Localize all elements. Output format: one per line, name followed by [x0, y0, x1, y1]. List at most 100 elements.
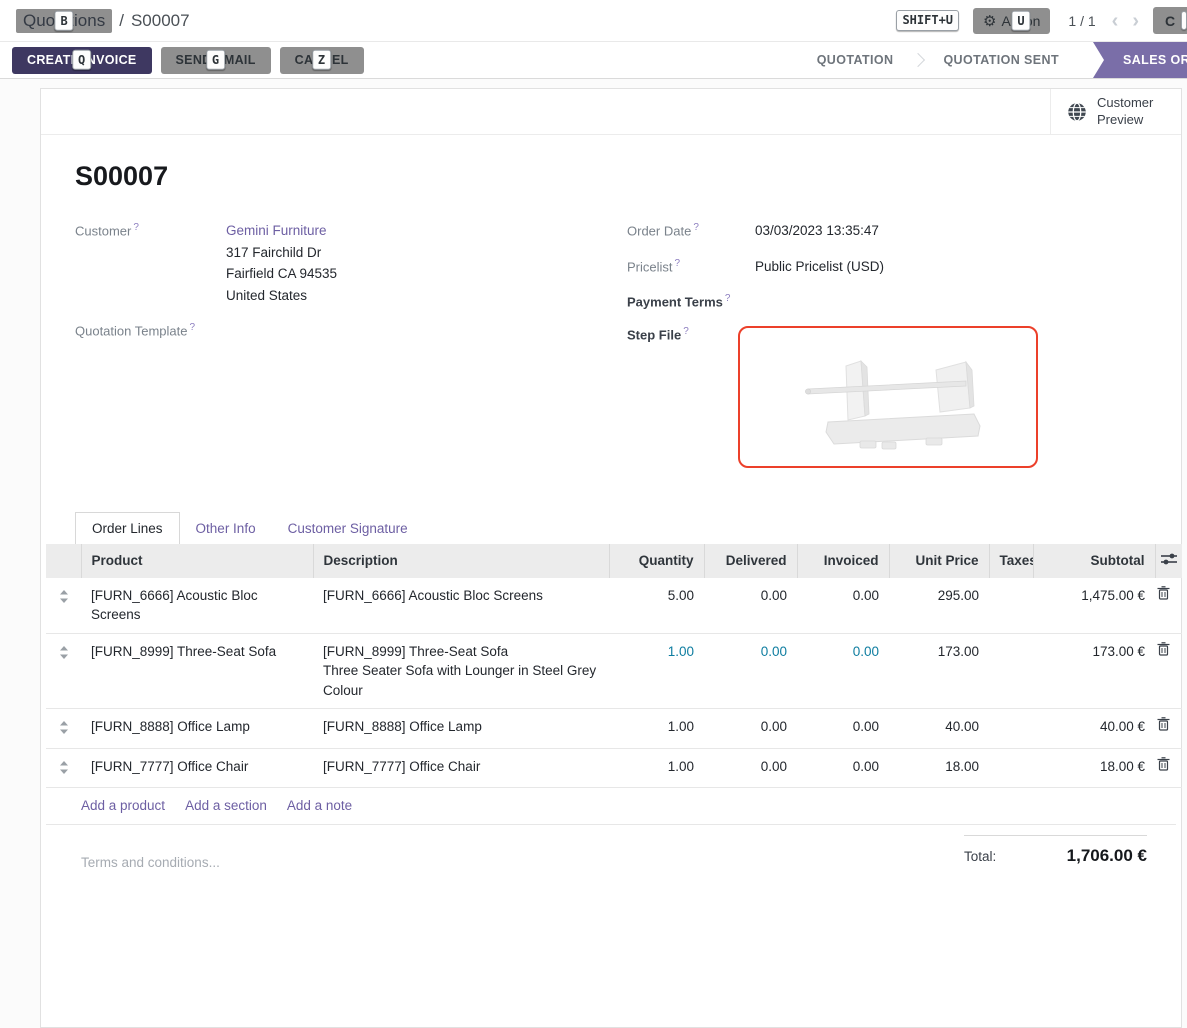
- quotation-template-label: Quotation Template?: [75, 322, 196, 339]
- field-payment-terms: Payment Terms?: [627, 291, 1147, 309]
- gear-icon: ⚙: [983, 12, 997, 30]
- cad-part-preview-icon: [805, 359, 981, 449]
- pricelist-label: Pricelist?: [627, 257, 681, 274]
- cell-invoiced[interactable]: 0.00: [797, 708, 889, 749]
- notebook-tabs: Order Lines Other Info Customer Signatur…: [75, 511, 1147, 544]
- notebook: Order Lines Other Info Customer Signatur…: [46, 511, 1182, 870]
- payment-terms-label: Payment Terms?: [627, 293, 731, 310]
- pricelist-value[interactable]: Public Pricelist (USD): [755, 258, 885, 274]
- cell-invoiced[interactable]: 0.00: [797, 633, 889, 710]
- breadcrumb-quotations[interactable]: Quotations B: [16, 8, 113, 33]
- delete-row-button[interactable]: [1155, 708, 1182, 749]
- cell-product[interactable]: [FURN_8888] Office Lamp: [81, 708, 313, 749]
- pager-prev-icon[interactable]: ‹: [1111, 9, 1119, 32]
- sliders-icon: [1160, 553, 1177, 565]
- pager-next-icon[interactable]: ›: [1132, 9, 1139, 32]
- customer-address-line: Fairfield CA 94535: [226, 266, 338, 282]
- hint-key-shift-u: SHIFT+U: [896, 10, 960, 31]
- customer-preview-label: Customer Preview: [1097, 94, 1154, 127]
- customer-address-line: United States: [226, 287, 308, 303]
- table-row: [FURN_6666] Acoustic Bloc Screens [FURN_…: [46, 577, 1182, 634]
- cell-invoiced[interactable]: 0.00: [797, 748, 889, 789]
- cell-unit-price[interactable]: 18.00: [889, 748, 989, 789]
- col-invoiced: Invoiced: [797, 543, 890, 578]
- order-date-value[interactable]: 03/03/2023 13:35:47: [755, 223, 879, 238]
- cell-taxes[interactable]: [989, 748, 1033, 789]
- cell-quantity[interactable]: 1.00: [609, 708, 704, 749]
- cell-description[interactable]: [FURN_6666] Acoustic Bloc Screens: [313, 577, 609, 634]
- col-delivered: Delivered: [704, 543, 798, 578]
- trash-icon: [1157, 717, 1170, 731]
- breadcrumb-separator: /: [119, 10, 124, 30]
- cell-description[interactable]: [FURN_8999] Three-Seat Sofa Three Seater …: [313, 633, 609, 710]
- status-step-quotation[interactable]: QUOTATION: [792, 42, 918, 78]
- drag-handle-icon[interactable]: [46, 633, 81, 710]
- customer-link[interactable]: Gemini Furniture: [226, 223, 327, 238]
- cell-taxes[interactable]: [989, 633, 1033, 710]
- help-icon: ?: [693, 222, 699, 233]
- action-buttons: CREATE INVOICE Q SEND EMAIL G CANCEL Z: [12, 46, 364, 74]
- trash-icon: [1157, 641, 1170, 656]
- cut-off-button[interactable]: C: [1153, 7, 1187, 34]
- total-value: 1,706.00 €: [1066, 846, 1147, 866]
- cell-quantity[interactable]: 1.00: [609, 748, 704, 789]
- tab-order-lines[interactable]: Order Lines: [75, 511, 180, 544]
- delete-row-button[interactable]: [1155, 633, 1182, 710]
- tab-other-info[interactable]: Other Info: [195, 520, 256, 536]
- hint-key-fragment: [1181, 11, 1187, 30]
- cell-unit-price[interactable]: 40.00: [889, 708, 989, 749]
- cell-product[interactable]: [FURN_6666] Acoustic Bloc Screens: [81, 577, 313, 634]
- col-taxes: Taxes: [989, 543, 1034, 578]
- table-footer-links: Add a product Add a section Add a note: [46, 788, 1176, 826]
- drag-handle-icon[interactable]: [46, 577, 81, 634]
- record-title: S00007: [75, 161, 169, 191]
- cell-description[interactable]: [FURN_8888] Office Lamp: [313, 708, 609, 749]
- cell-unit-price[interactable]: 173.00: [889, 633, 989, 710]
- trash-icon: [1157, 757, 1170, 771]
- sheet-footer: Terms and conditions... Total: 1,706.00 …: [75, 835, 1147, 870]
- step-file-image[interactable]: [738, 325, 1038, 468]
- order-date-label: Order Date?: [627, 222, 699, 239]
- breadcrumb: Quotations B / S00007: [16, 8, 190, 33]
- cancel-button[interactable]: CANCEL Z: [279, 46, 364, 74]
- cell-product[interactable]: [FURN_8999] Three-Seat Sofa: [81, 633, 313, 710]
- send-email-button[interactable]: SEND EMAIL G: [160, 46, 271, 74]
- cell-taxes[interactable]: [989, 577, 1033, 634]
- col-quantity: Quantity: [609, 543, 705, 578]
- customer-address-line: 317 Fairchild Dr: [226, 244, 322, 260]
- delete-row-button[interactable]: [1155, 577, 1182, 634]
- tab-customer-signature[interactable]: Customer Signature: [287, 520, 408, 536]
- cell-delivered[interactable]: 0.00: [704, 748, 797, 789]
- pager-count: 1 / 1: [1068, 12, 1096, 29]
- delete-row-button[interactable]: [1155, 748, 1182, 789]
- create-invoice-button[interactable]: CREATE INVOICE Q: [12, 46, 152, 74]
- cell-subtotal: 18.00 €: [1033, 748, 1155, 789]
- sheet-button-box: Customer Preview: [41, 89, 1181, 135]
- field-customer: Customer? Gemini Furniture 317 Fairchild…: [75, 220, 627, 306]
- add-a-product-link[interactable]: Add a product: [81, 798, 166, 814]
- total-box: Total: 1,706.00 €: [964, 835, 1147, 870]
- cell-delivered[interactable]: 0.00: [704, 633, 797, 710]
- terms-and-conditions-input[interactable]: Terms and conditions...: [81, 855, 220, 871]
- cell-taxes[interactable]: [989, 708, 1033, 749]
- drag-handle-icon[interactable]: [46, 708, 81, 749]
- cell-delivered[interactable]: 0.00: [704, 708, 797, 749]
- cell-description[interactable]: [FURN_7777] Office Chair: [313, 748, 609, 789]
- status-bar: QUOTATION QUOTATION SENT SALES ORDER: [792, 42, 1187, 78]
- cell-quantity[interactable]: 1.00: [609, 633, 704, 710]
- customer-preview-button[interactable]: Customer Preview: [1050, 89, 1181, 134]
- cell-product[interactable]: [FURN_7777] Office Chair: [81, 748, 313, 789]
- cell-quantity[interactable]: 5.00: [609, 577, 704, 634]
- status-step-quotation-sent[interactable]: QUOTATION SENT: [919, 42, 1083, 78]
- cell-subtotal: 1,475.00 €: [1033, 577, 1155, 634]
- cell-invoiced[interactable]: 0.00: [797, 577, 889, 634]
- cell-unit-price[interactable]: 295.00: [889, 577, 989, 634]
- status-step-sales-order[interactable]: SALES ORDER: [1093, 42, 1187, 78]
- add-a-note-link[interactable]: Add a note: [286, 798, 353, 814]
- action-menu-button[interactable]: ⚙ Action U: [973, 7, 1051, 34]
- add-a-section-link[interactable]: Add a section: [185, 798, 267, 814]
- col-description: Description: [313, 543, 610, 578]
- optional-columns-button[interactable]: [1155, 543, 1182, 578]
- cell-delivered[interactable]: 0.00: [704, 577, 797, 634]
- drag-handle-icon[interactable]: [46, 748, 81, 789]
